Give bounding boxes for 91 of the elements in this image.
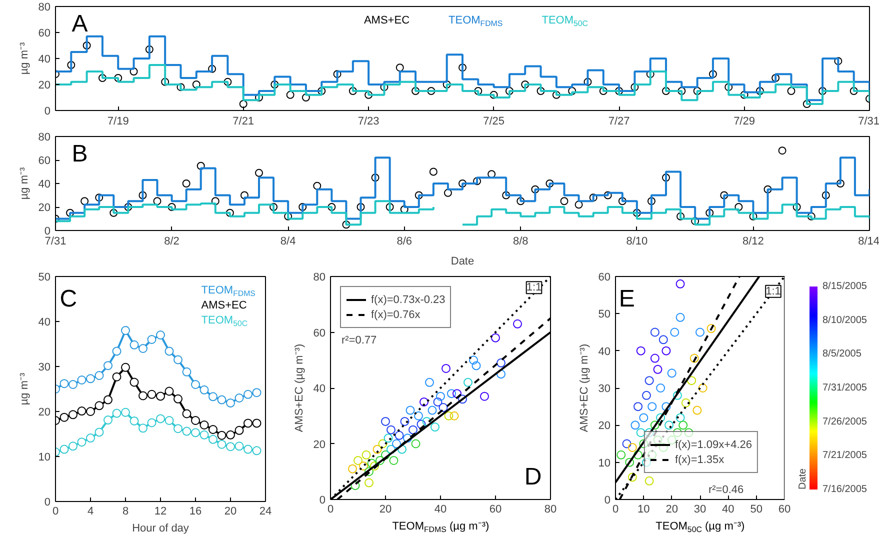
annotation: 1:1 xyxy=(766,285,781,298)
x-tick-label: 7/21 xyxy=(232,116,254,128)
y-tick-label: 50 xyxy=(38,272,51,284)
y-tick-label: 40 xyxy=(38,178,51,190)
x-tick-label: 16 xyxy=(189,506,202,518)
x-tick-label: 60 xyxy=(778,504,791,516)
x-tick-label: 4 xyxy=(87,506,94,518)
x-tick-label: 0 xyxy=(612,504,619,516)
y-axis-title: µg m⁻³ xyxy=(18,372,30,406)
x-tick-label: 8/2 xyxy=(164,236,180,248)
x-tick-label: 80 xyxy=(544,504,557,516)
y-tick-label: 0 xyxy=(44,106,51,118)
y-tick-label: 0 xyxy=(604,494,611,506)
y-tick-label: 20 xyxy=(38,80,51,92)
y-tick-label: 30 xyxy=(38,362,51,374)
x-tick-label: 8/12 xyxy=(742,236,764,248)
x-tick-label: 50 xyxy=(750,504,762,516)
y-tick-label: 80 xyxy=(313,272,326,284)
color-bar-label: 7/16/2005 xyxy=(822,484,868,495)
annotation: A xyxy=(72,10,88,38)
color-bar-label: 8/5/2005 xyxy=(822,348,862,360)
x-tick-label: 7/31 xyxy=(44,236,66,248)
y-tick-label: 50 xyxy=(598,308,611,321)
x-tick-label: 8/4 xyxy=(280,236,296,248)
color-bar-label: 7/31/2005 xyxy=(822,382,868,394)
color-bar-label: 7/21/2005 xyxy=(822,450,868,462)
x-tick-label: 8/8 xyxy=(512,236,528,248)
legend-label: f(x)=0.73x-0.23 xyxy=(371,292,446,307)
x-tick-label: 60 xyxy=(489,504,502,516)
annotation: C xyxy=(60,286,78,312)
y-tick-label: 80 xyxy=(38,2,51,14)
y-tick-label: 10 xyxy=(598,457,611,470)
y-tick-label: 10 xyxy=(38,452,51,464)
annotation: D xyxy=(524,464,542,491)
annotation: B xyxy=(72,140,88,168)
y-axis-title: AMS+EC (µg m⁻³) xyxy=(293,344,306,432)
y-tick-label: 60 xyxy=(38,28,51,40)
color-bar-title: Date xyxy=(798,468,808,490)
y-tick-label: 40 xyxy=(38,54,51,66)
x-tick-label: 8/14 xyxy=(858,236,879,248)
x-tick-label: 40 xyxy=(722,504,734,516)
annotation: r²=0.77 xyxy=(342,334,377,346)
x-tick-label: 7/19 xyxy=(107,116,129,128)
x-tick-label: 7/31 xyxy=(858,116,879,128)
legend-label: f(x)=0.76x xyxy=(371,308,420,322)
x-tick-label: 7/27 xyxy=(608,116,630,128)
y-tick-label: 20 xyxy=(313,438,326,451)
y-axis-title: µg m⁻³ xyxy=(18,166,30,200)
x-tick-label: 20 xyxy=(666,504,678,516)
x-tick-label: 8/6 xyxy=(396,236,412,248)
annotation: r²=0.46 xyxy=(708,484,744,496)
y-tick-label: 80 xyxy=(38,132,51,144)
y-axis-title: AMS+EC (µg m⁻³) xyxy=(578,344,590,432)
x-tick-label: 24 xyxy=(259,506,272,518)
y-tick-label: 40 xyxy=(38,316,51,328)
x-tick-label: 40 xyxy=(434,504,447,516)
x-tick-label: 8 xyxy=(122,506,129,518)
x-tick-label: 20 xyxy=(379,504,392,516)
x-tick-label: 7/29 xyxy=(734,116,755,128)
y-tick-label: 40 xyxy=(313,383,326,395)
x-tick-label: 8/10 xyxy=(626,236,648,248)
x-axis-title: Date xyxy=(450,256,474,268)
text: AMS+EC xyxy=(364,14,410,26)
y-tick-label: 0 xyxy=(319,494,326,506)
y-tick-label: 20 xyxy=(598,420,611,432)
y-tick-label: 60 xyxy=(598,272,611,284)
legend-label: f(x)=1.35x xyxy=(674,452,724,467)
annotation: 1:1 xyxy=(526,282,542,294)
y-tick-label: 60 xyxy=(38,155,51,167)
y-tick-label: 0 xyxy=(44,226,51,238)
y-tick-label: 20 xyxy=(38,202,51,214)
text: AMS+EC xyxy=(201,300,247,312)
y-tick-label: 40 xyxy=(598,346,611,358)
x-axis-title: Hour of day xyxy=(132,522,190,534)
annotation: E xyxy=(618,285,635,312)
y-tick-label: 60 xyxy=(313,327,326,340)
y-tick-label: 20 xyxy=(38,406,51,418)
x-tick-label: 12 xyxy=(154,506,167,518)
x-tick-label: 20 xyxy=(224,506,237,518)
y-axis-title: µg m⁻³ xyxy=(18,42,30,75)
y-tick-label: 30 xyxy=(598,383,611,395)
x-tick-label: 0 xyxy=(52,506,59,518)
color-bar-label: 8/10/2005 xyxy=(822,314,868,326)
color-bar-label: 8/15/2005 xyxy=(822,281,868,292)
color-bar-label: 7/26/2005 xyxy=(822,416,868,428)
x-tick-label: 0 xyxy=(327,504,334,516)
x-tick-label: 30 xyxy=(694,504,706,516)
legend-label: f(x)=1.09x+4.26 xyxy=(674,438,752,452)
x-tick-label: 7/25 xyxy=(483,116,505,128)
x-tick-label: 10 xyxy=(638,504,650,516)
x-tick-label: 7/23 xyxy=(358,116,380,128)
